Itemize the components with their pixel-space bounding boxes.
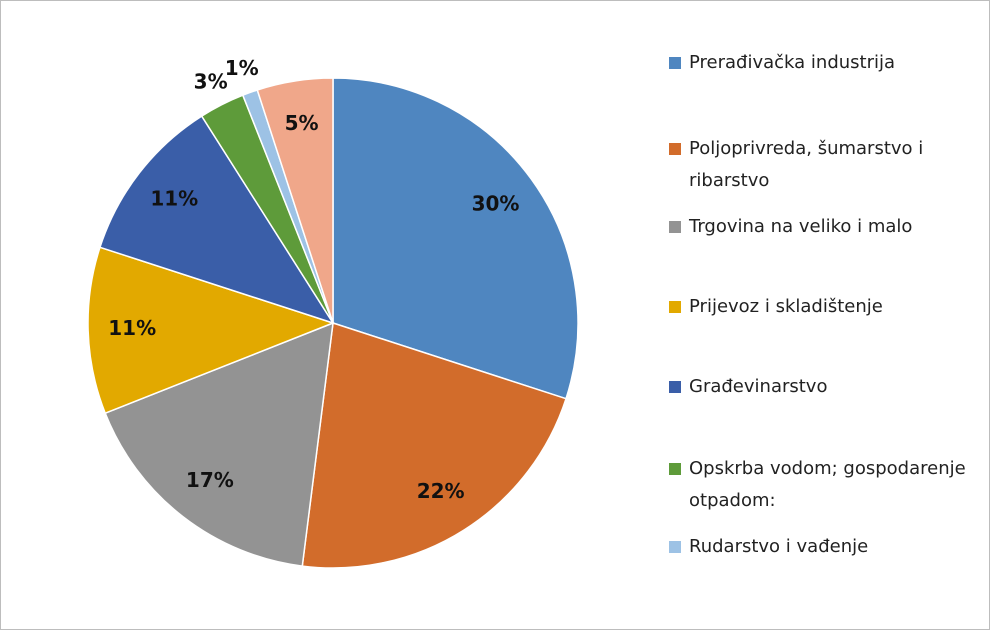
pie-slice <box>301 322 567 569</box>
legend-swatch <box>669 143 681 155</box>
legend-item: Poljoprivreda, šumarstvo i ribarstvo <box>669 133 969 197</box>
legend-item: Prijevoz i skladištenje <box>669 291 969 323</box>
pie-slice <box>99 115 335 325</box>
legend-label: Opskrba vodom; gospodarenje otpadom: <box>689 458 966 511</box>
legend-label: Poljoprivreda, šumarstvo i ribarstvo <box>689 138 924 191</box>
legend-item: Rudarstvo i vađenje <box>669 531 969 563</box>
legend-swatch <box>669 221 681 233</box>
data-label: 5% <box>285 111 319 135</box>
legend-swatch <box>669 57 681 69</box>
data-label: 22% <box>417 479 465 503</box>
data-label: 30% <box>472 191 520 215</box>
data-label: 11% <box>108 316 156 340</box>
legend-item: Trgovina na veliko i malo <box>669 211 969 243</box>
data-label: 11% <box>150 186 198 210</box>
pie-slice <box>332 77 579 400</box>
pie-slice <box>256 77 334 324</box>
legend-swatch <box>669 541 681 553</box>
pie-slice <box>87 246 336 415</box>
pie-slice <box>104 321 334 567</box>
legend-label: Rudarstvo i vađenje <box>689 536 869 557</box>
legend-swatch <box>669 301 681 313</box>
legend-item: Građevinarstvo <box>669 371 969 403</box>
data-label: 1% <box>225 56 259 80</box>
legend-item: Opskrba vodom; gospodarenje otpadom: <box>669 453 969 517</box>
legend-label: Prijevoz i skladištenje <box>689 296 883 317</box>
data-label: 17% <box>186 468 234 492</box>
data-label: 3% <box>194 69 228 93</box>
legend-item: Prerađivačka industrija <box>669 47 969 79</box>
legend-label: Prerađivačka industrija <box>689 52 896 73</box>
legend-label: Trgovina na veliko i malo <box>689 216 913 237</box>
legend-label: Građevinarstvo <box>689 376 828 397</box>
legend-swatch <box>669 381 681 393</box>
legend-swatch <box>669 463 681 475</box>
